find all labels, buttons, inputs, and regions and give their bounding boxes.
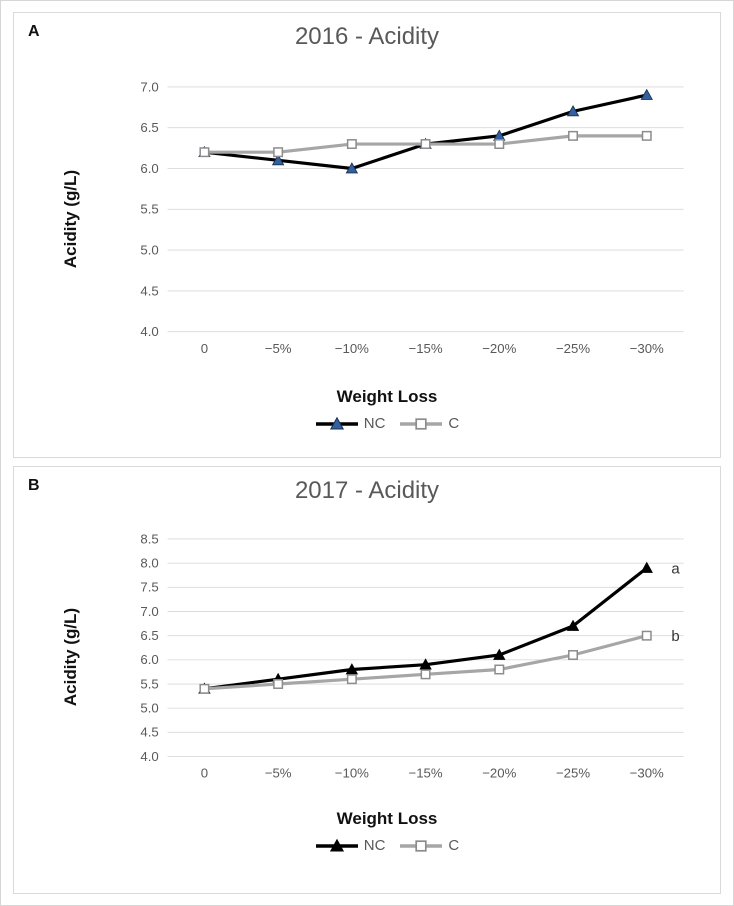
square-marker xyxy=(420,139,431,150)
square-marker xyxy=(420,669,431,680)
x-tick-label: −10% xyxy=(335,766,369,781)
y-tick-label: 5.5 xyxy=(141,202,159,217)
y-axis-title-2016: Acidity (g/L) xyxy=(61,169,81,269)
line-chart-2016: 4.0 4.5 5.0 5.5 6.0 6.5 7.0 0 −5% −10% −15% −20% −25… xyxy=(141,79,684,356)
legend-item-c: C xyxy=(399,837,459,854)
chart-title-2016: 2016 - Acidity xyxy=(294,23,440,50)
triangle-marker xyxy=(493,648,506,660)
square-marker xyxy=(641,130,652,141)
triangle-marker xyxy=(272,153,285,166)
y-tick-label: 4.0 xyxy=(141,324,159,339)
legend-label-c: C xyxy=(448,837,460,854)
y-tick-label: 4.5 xyxy=(141,283,159,298)
square-marker xyxy=(199,147,210,158)
x-tick-label: −20% xyxy=(482,341,516,356)
y-tick-label: 5.5 xyxy=(141,676,159,691)
y-tick-label: 5.0 xyxy=(141,701,159,716)
square-marker xyxy=(494,664,505,675)
annotation-a: a xyxy=(672,560,681,577)
panel-2017-acidity: B 2017 - Acidity Acidity (g/L) 4.0 4.5 5.0… xyxy=(13,466,721,894)
legend-2016: NC C xyxy=(22,415,712,432)
x-tick-label: −25% xyxy=(556,766,590,781)
gridlines xyxy=(167,86,684,333)
square-marker xyxy=(273,679,284,689)
x-tick-label: −30% xyxy=(630,341,664,356)
triangle-marker xyxy=(640,88,654,100)
line-chart-2017: 4.0 4.5 5.0 5.5 6.0 6.5 7.0 7.5 8.0 8.5 0 −5% −10% −1… xyxy=(141,531,684,781)
x-tick-label: −15% xyxy=(409,341,443,356)
triangle-marker xyxy=(345,663,359,675)
square-marker xyxy=(415,417,428,430)
triangle-marker xyxy=(567,619,580,631)
y-tick-label: 8.0 xyxy=(141,556,159,571)
legend-swatch-nc xyxy=(315,416,358,429)
legend-item-nc: NC xyxy=(315,837,386,854)
x-tick-label: −15% xyxy=(409,766,443,781)
legend-label-c: C xyxy=(448,415,460,432)
y-axis-title-2017: Acidity (g/L) xyxy=(61,607,81,707)
square-marker xyxy=(415,839,428,852)
series-line xyxy=(204,93,648,171)
x-tick-label: 0 xyxy=(201,766,208,781)
triangle-marker xyxy=(419,658,433,670)
legend-swatch-nc xyxy=(315,838,358,851)
y-tick-label: 6.5 xyxy=(141,120,159,135)
legend-item-c: C xyxy=(399,415,459,432)
annotation-b: b xyxy=(672,628,680,645)
triangle-marker xyxy=(329,838,344,851)
y-tick-label: 7.0 xyxy=(141,604,159,619)
y-tick-label: 6.0 xyxy=(141,652,159,667)
square-marker xyxy=(568,650,579,660)
x-tick-label: 0 xyxy=(201,341,208,356)
square-marker xyxy=(199,683,210,694)
triangle-marker xyxy=(640,561,654,573)
chart-area-2017: Acidity (g/L) 4.0 4.5 5.0 5.5 6.0 6.5 7.0 7.5 8.… xyxy=(22,507,712,807)
square-marker xyxy=(494,139,505,150)
square-marker xyxy=(641,630,652,641)
y-tick-label: 6.0 xyxy=(141,161,159,176)
legend-swatch-c xyxy=(400,417,443,430)
square-marker xyxy=(273,147,284,158)
y-tick-label: 7.0 xyxy=(141,79,159,94)
legend-label-nc: NC xyxy=(363,837,386,854)
y-tick-label: 6.5 xyxy=(141,628,159,643)
y-tick-label: 4.5 xyxy=(141,725,159,740)
x-axis-title-2017: Weight Loss xyxy=(336,809,438,828)
x-tick-label: −25% xyxy=(556,341,590,356)
x-tick-label: −10% xyxy=(335,341,369,356)
x-tick-label: −5% xyxy=(265,341,292,356)
y-tick-label: 5.0 xyxy=(141,243,159,258)
triangle-marker xyxy=(345,162,359,174)
chart-title-2017: 2017 - Acidity xyxy=(294,477,440,504)
series-nc xyxy=(198,88,654,174)
square-marker xyxy=(347,139,358,150)
panel-letter-a: A xyxy=(28,23,40,40)
panel-2016-acidity: A 2016 - Acidity Acidity (g/L) 4.0 4.5 5.0… xyxy=(13,12,721,458)
legend-swatch-c xyxy=(400,839,443,852)
series-c xyxy=(199,630,652,694)
panel-letter-b: B xyxy=(28,477,40,494)
square-marker xyxy=(568,130,579,141)
x-axis-title-2016: Weight Loss xyxy=(336,387,438,406)
legend-label-nc: NC xyxy=(363,415,386,432)
x-tick-label: −30% xyxy=(630,766,664,781)
y-tick-label: 4.0 xyxy=(141,749,159,764)
square-marker xyxy=(347,674,358,685)
x-tick-label: −20% xyxy=(482,766,516,781)
triangle-marker xyxy=(329,416,344,429)
y-tick-label: 7.5 xyxy=(141,580,159,595)
x-tick-label: −5% xyxy=(265,766,292,781)
triangle-marker xyxy=(567,105,580,117)
legend-item-nc: NC xyxy=(315,415,386,432)
y-tick-label: 8.5 xyxy=(141,531,159,546)
chart-area-2016: Acidity (g/L) 4.0 4.5 5.0 5.5 6.0 6.5 7.0 0 −5% −… xyxy=(22,53,712,385)
legend-2017: NC C xyxy=(22,837,712,854)
series-c xyxy=(199,130,652,158)
